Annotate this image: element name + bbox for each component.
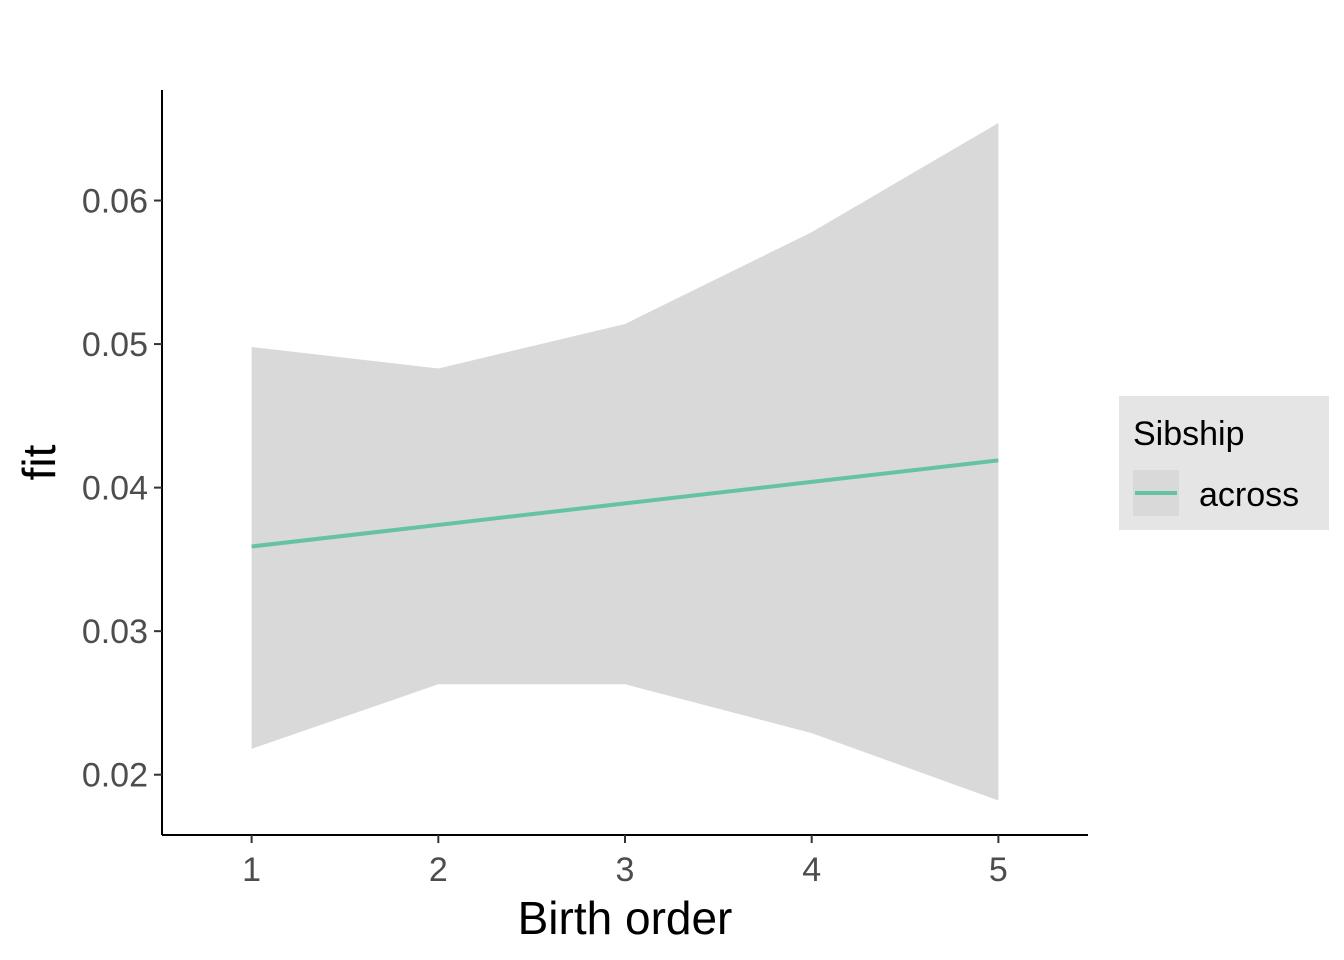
y-tick-label: 0.03 — [82, 613, 148, 651]
x-axis-title: Birth order — [518, 892, 733, 944]
fit-line-layer — [251, 458, 999, 549]
y-tick-label: 0.04 — [82, 470, 148, 508]
x-tick-label: 1 — [242, 851, 261, 889]
x-axis-ticks: 1 2 3 4 5 — [242, 835, 1008, 889]
legend-label-across: across — [1199, 476, 1299, 514]
x-tick-label: 4 — [802, 851, 821, 889]
y-tick-label: 0.06 — [82, 183, 148, 221]
confidence-ribbon-across — [251, 123, 999, 801]
y-tick-label: 0.02 — [82, 757, 148, 795]
x-tick-label: 2 — [429, 851, 448, 889]
legend-title: Sibship — [1133, 415, 1245, 453]
confidence-ribbon-layer — [251, 123, 999, 801]
x-tick-label: 5 — [989, 851, 1008, 889]
x-tick-label: 3 — [616, 851, 635, 889]
fit-line-across — [251, 458, 999, 549]
y-tick-label: 0.05 — [82, 326, 148, 364]
y-axis-title: fit — [13, 444, 65, 480]
legend: Sibship across — [1119, 396, 1329, 530]
y-axis-ticks: 0.02 0.03 0.04 0.05 0.06 — [82, 183, 162, 795]
